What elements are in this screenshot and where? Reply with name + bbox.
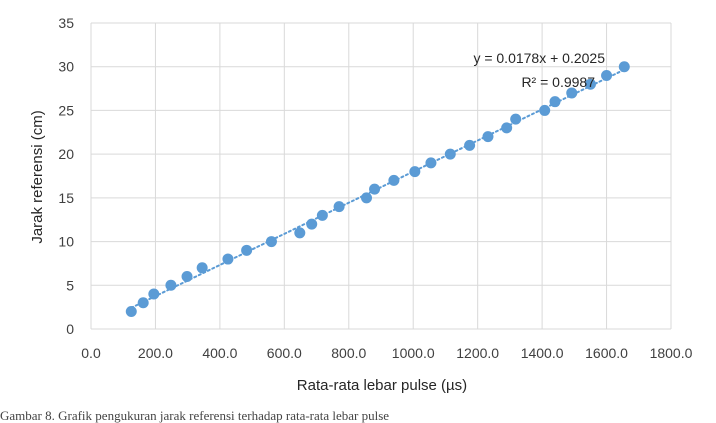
data-point (618, 61, 630, 73)
data-point (316, 209, 328, 221)
x-tick-label: 1800.0 (650, 345, 693, 361)
y-tick-label: 15 (58, 190, 74, 206)
data-point (369, 183, 381, 195)
y-tick-label: 0 (66, 321, 74, 337)
scatter-chart: 0.0 200.0 400.0 600.0 800.0 1000.0 1200.0 1400.… (29, 15, 693, 394)
x-tick-label: 400.0 (202, 345, 237, 361)
trendline-equation: y = 0.0178x + 0.2025 (473, 50, 605, 66)
data-point (165, 279, 177, 291)
x-axis-title: Rata-rata lebar pulse (µs) (297, 377, 467, 394)
x-tick-label: 1200.0 (456, 345, 499, 361)
x-tick-label: 1600.0 (585, 345, 628, 361)
data-point (137, 297, 149, 309)
data-point (601, 69, 613, 81)
data-point (549, 96, 561, 108)
data-point (196, 262, 208, 274)
x-tick-label: 0.0 (81, 345, 101, 361)
x-tick-labels: 0.0 200.0 400.0 600.0 800.0 1000.0 1200.0 1400.… (81, 345, 692, 361)
x-tick-label: 1400.0 (521, 345, 564, 361)
x-tick-label: 800.0 (331, 345, 366, 361)
data-point (409, 166, 421, 178)
x-tick-label: 600.0 (267, 345, 302, 361)
data-point (539, 104, 551, 116)
data-point (148, 288, 160, 300)
data-point (306, 218, 318, 230)
data-point (501, 122, 513, 134)
data-point (265, 236, 277, 248)
data-point (482, 131, 494, 143)
data-point (566, 87, 578, 99)
gridlines (90, 22, 672, 330)
figure-caption: Gambar 8. Grafik pengukuran jarak refere… (0, 408, 390, 423)
data-point (181, 271, 193, 283)
r-squared-label: R² = 0.9987 (521, 74, 595, 90)
y-tick-labels: 0 5 10 15 20 25 30 35 (58, 15, 74, 337)
y-axis-title: Jarak referensi (cm) (29, 110, 46, 243)
y-tick-label: 30 (58, 59, 74, 75)
data-point (425, 157, 437, 169)
data-point (125, 306, 137, 318)
y-tick-label: 5 (66, 277, 74, 293)
data-points (125, 61, 630, 318)
data-point (584, 78, 596, 90)
y-tick-label: 25 (58, 102, 74, 118)
x-tick-label: 200.0 (138, 345, 173, 361)
data-point (361, 192, 372, 204)
data-point (464, 139, 476, 151)
y-tick-label: 20 (58, 146, 74, 162)
data-point (333, 201, 345, 213)
data-point (388, 174, 400, 186)
y-tick-label: 10 (58, 234, 74, 250)
y-tick-label: 35 (58, 15, 74, 31)
data-point (222, 253, 234, 265)
x-tick-label: 1000.0 (392, 345, 435, 361)
data-point (241, 244, 253, 256)
data-point (510, 113, 522, 125)
data-point (444, 148, 456, 160)
data-point (294, 227, 306, 239)
